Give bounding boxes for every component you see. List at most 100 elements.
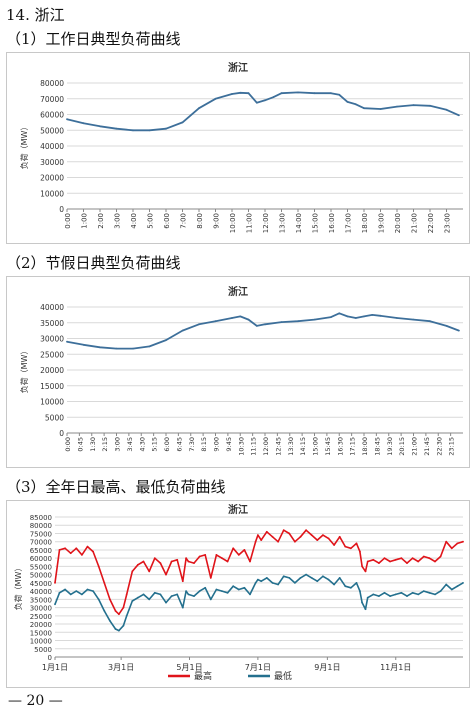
x-tick-label: 7月1日 bbox=[245, 663, 271, 672]
data-point bbox=[118, 613, 120, 616]
data-point bbox=[204, 586, 207, 589]
data-point bbox=[54, 582, 56, 584]
data-point bbox=[299, 535, 302, 538]
y-tick-label: 30000 bbox=[40, 335, 64, 344]
y-tick-label: 50000 bbox=[30, 572, 52, 580]
data-point bbox=[327, 537, 330, 540]
data-point bbox=[280, 321, 283, 323]
data-point bbox=[247, 92, 250, 95]
data-point bbox=[103, 610, 106, 612]
page-number: — 20 — bbox=[8, 693, 63, 709]
data-point bbox=[389, 560, 391, 563]
chart-2-svg: 浙江 0 5000 10000 15000 20000 25000 30000 35000 400… bbox=[19, 285, 463, 456]
chart-title: 浙江 bbox=[228, 285, 248, 298]
data-point bbox=[165, 127, 167, 130]
data-point bbox=[458, 114, 460, 117]
x-tick-label: 12:00 bbox=[262, 437, 270, 456]
data-point bbox=[125, 614, 128, 617]
data-point bbox=[277, 583, 279, 586]
y-tick-label: 15000 bbox=[30, 629, 52, 637]
data-point bbox=[148, 129, 151, 132]
x-tick-label: 11:15 bbox=[250, 437, 258, 456]
data-point bbox=[313, 318, 316, 321]
x-tick-label: 20:00 bbox=[394, 213, 402, 233]
data-point bbox=[181, 121, 184, 124]
data-point bbox=[176, 558, 179, 561]
data-point bbox=[255, 325, 258, 327]
data-point bbox=[170, 560, 173, 563]
data-point bbox=[215, 588, 218, 591]
section-title: 14. 浙江 bbox=[6, 6, 65, 24]
data-point bbox=[81, 593, 83, 596]
data-point bbox=[198, 590, 201, 592]
data-point bbox=[406, 595, 408, 597]
x-tick-label: 5月1日 bbox=[176, 663, 202, 672]
data-point bbox=[378, 595, 380, 597]
data-point bbox=[372, 558, 375, 561]
data-point bbox=[350, 586, 352, 589]
data-point bbox=[327, 578, 330, 581]
x-tick-label: 6:00 bbox=[163, 437, 171, 452]
data-point bbox=[294, 582, 296, 584]
data-point bbox=[247, 318, 250, 321]
data-point bbox=[193, 595, 195, 597]
data-point bbox=[428, 591, 431, 594]
data-point bbox=[181, 580, 184, 583]
data-point bbox=[181, 606, 184, 609]
data-point bbox=[181, 329, 184, 332]
data-point bbox=[338, 93, 341, 96]
data-point bbox=[103, 582, 106, 584]
y-axis-label: 负荷（MW） bbox=[13, 564, 23, 611]
data-point bbox=[209, 577, 212, 579]
data-point bbox=[346, 315, 349, 318]
x-tick-label: 12:45 bbox=[274, 437, 282, 456]
data-point bbox=[363, 315, 365, 318]
y-tick-label: 60000 bbox=[40, 111, 64, 120]
y-tick-label: 0 bbox=[48, 654, 52, 662]
data-point bbox=[322, 575, 324, 578]
data-point bbox=[361, 565, 363, 568]
data-point bbox=[422, 590, 425, 592]
data-point bbox=[142, 593, 145, 596]
data-point bbox=[99, 346, 101, 349]
chart-2-caption: （2）节假日典型负荷曲线 bbox=[6, 254, 181, 272]
y-tick-label: 60000 bbox=[30, 555, 52, 563]
x-tick-label: 2:00 bbox=[97, 213, 105, 229]
y-tick-label: 20000 bbox=[40, 366, 64, 375]
x-tick-label: 15:00 bbox=[312, 213, 320, 233]
data-point bbox=[122, 606, 125, 609]
data-point bbox=[92, 550, 94, 553]
data-point bbox=[445, 325, 448, 327]
data-point bbox=[411, 591, 414, 594]
data-point bbox=[383, 591, 386, 594]
data-point bbox=[187, 560, 190, 563]
data-point bbox=[232, 547, 235, 550]
data-point bbox=[271, 535, 274, 538]
x-tick-label: 18:00 bbox=[361, 213, 369, 233]
data-point bbox=[445, 583, 448, 586]
y-tick-label: 25000 bbox=[40, 350, 64, 359]
data-point bbox=[379, 108, 382, 110]
data-point bbox=[271, 582, 274, 584]
data-point bbox=[58, 549, 61, 551]
data-point bbox=[371, 314, 374, 316]
x-tick-label: 14:00 bbox=[295, 213, 303, 233]
data-point bbox=[359, 550, 361, 553]
data-point bbox=[429, 104, 431, 107]
data-point bbox=[260, 539, 263, 541]
x-tick-label: 1月1日 bbox=[42, 663, 68, 672]
data-point bbox=[109, 598, 111, 601]
data-point bbox=[282, 529, 285, 532]
data-point bbox=[359, 590, 361, 592]
data-point bbox=[428, 557, 431, 560]
x-tick-label: 10:00 bbox=[229, 213, 237, 233]
data-point bbox=[226, 560, 229, 563]
data-point bbox=[249, 560, 251, 563]
data-point bbox=[297, 91, 299, 94]
x-tick-label: 9:00 bbox=[213, 437, 221, 452]
data-point bbox=[288, 532, 291, 535]
data-point bbox=[231, 93, 233, 95]
data-point bbox=[86, 545, 89, 548]
chart-2-panel: 浙江 0 5000 10000 15000 20000 25000 30000 35000 400… bbox=[6, 276, 470, 468]
data-point bbox=[288, 577, 291, 579]
